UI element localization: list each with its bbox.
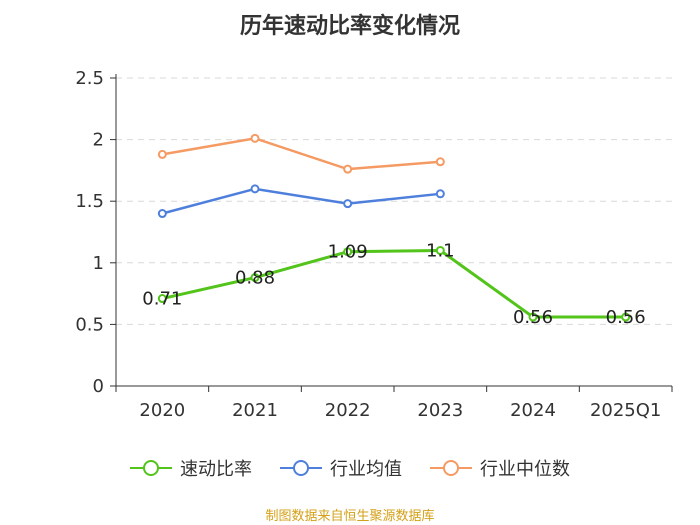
data-point	[343, 247, 353, 257]
data-label: 1.09	[328, 242, 368, 263]
data-point	[157, 209, 167, 219]
legend-label-industry-mean: 行业均值	[330, 459, 402, 480]
legend-marker-quick-ratio	[130, 460, 172, 476]
data-point	[157, 149, 167, 159]
series-line	[162, 187, 441, 215]
x-tick-label: 2020	[139, 400, 185, 421]
data-label: 1.1	[426, 240, 455, 261]
data-point	[250, 273, 260, 283]
data-point	[250, 133, 260, 143]
data-label: 0.56	[513, 307, 553, 328]
legend-item-industry-mean[interactable]: 行业均值	[280, 455, 402, 481]
y-tick-label: 0.5	[75, 314, 104, 335]
data-label: 0.71	[142, 289, 182, 310]
data-point	[343, 164, 353, 174]
data-point	[343, 199, 353, 209]
legend-item-quick-ratio[interactable]: 速动比率	[130, 455, 252, 481]
legend-item-industry-median[interactable]: 行业中位数	[430, 455, 570, 481]
data-point	[435, 245, 445, 255]
data-label: 0.56	[606, 307, 646, 328]
legend: 速动比率 行业均值 行业中位数	[0, 455, 700, 481]
data-point	[435, 157, 445, 167]
legend-label-industry-median: 行业中位数	[480, 459, 570, 480]
y-tick-label: 1	[93, 253, 104, 274]
data-label: 0.88	[235, 268, 275, 289]
series-line	[162, 137, 441, 171]
x-tick-label: 2025Q1	[590, 400, 661, 421]
legend-marker-industry-mean	[280, 460, 322, 476]
data-point	[621, 312, 631, 322]
x-tick-label: 2021	[232, 400, 278, 421]
x-tick-label: 2022	[325, 400, 371, 421]
x-tick-label: 2023	[417, 400, 463, 421]
legend-marker-industry-median	[430, 460, 472, 476]
data-point	[157, 294, 167, 304]
legend-label-quick-ratio: 速动比率	[180, 459, 252, 480]
data-point	[528, 312, 538, 322]
y-tick-label: 2	[93, 130, 104, 151]
y-tick-label: 0	[93, 376, 104, 397]
data-point	[435, 189, 445, 199]
x-tick-label: 2024	[510, 400, 556, 421]
data-point	[250, 184, 260, 194]
y-tick-label: 2.5	[75, 68, 104, 89]
y-tick-label: 1.5	[75, 191, 104, 212]
chart-title: 历年速动比率变化情况	[239, 14, 460, 39]
data-source-note: 制图数据来自恒生聚源数据库	[265, 509, 435, 524]
series-line	[162, 248, 626, 319]
